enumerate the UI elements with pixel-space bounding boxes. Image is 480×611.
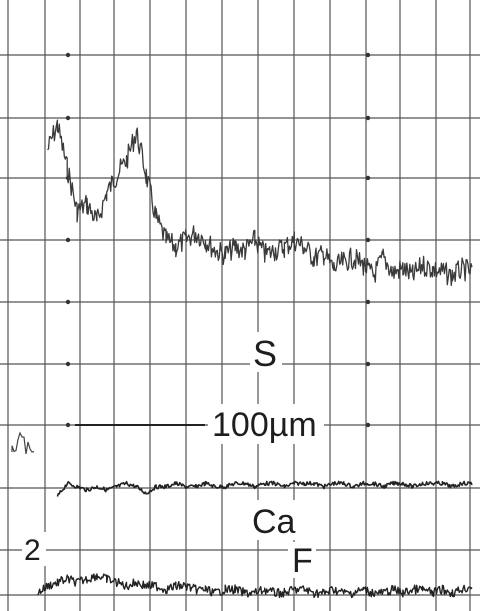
grid-dot bbox=[65, 299, 71, 305]
grid-dot bbox=[65, 115, 71, 121]
scale-bar-label: 100µm bbox=[212, 406, 317, 444]
grid-dot bbox=[65, 52, 71, 58]
side-marker-bg bbox=[22, 532, 46, 566]
trace-label-s: S bbox=[253, 333, 277, 374]
scale-bar-label-bg bbox=[208, 404, 324, 444]
grid-dot bbox=[365, 361, 371, 367]
trace-label-f: F bbox=[292, 542, 313, 580]
trace-s bbox=[47, 119, 473, 287]
traces bbox=[11, 119, 473, 599]
trace-ca bbox=[56, 480, 473, 497]
side-marker: 2 bbox=[24, 534, 41, 567]
trace-f bbox=[37, 573, 473, 599]
grid-dot bbox=[65, 237, 71, 243]
trace-s-fragment bbox=[11, 431, 35, 454]
grid-dot bbox=[365, 175, 371, 181]
grid-dot bbox=[365, 115, 371, 121]
trace-label-s-bg bbox=[250, 332, 282, 372]
grid-dot bbox=[365, 52, 371, 58]
grid-dot bbox=[365, 422, 371, 428]
grid-dot bbox=[365, 299, 371, 305]
trace-label-f-bg bbox=[288, 542, 316, 578]
trace-label-ca-bg bbox=[248, 500, 310, 540]
grid-dot bbox=[65, 422, 71, 428]
grid-dot bbox=[65, 361, 71, 367]
trace-label-ca: Ca bbox=[252, 503, 296, 541]
grid-dot bbox=[365, 237, 371, 243]
